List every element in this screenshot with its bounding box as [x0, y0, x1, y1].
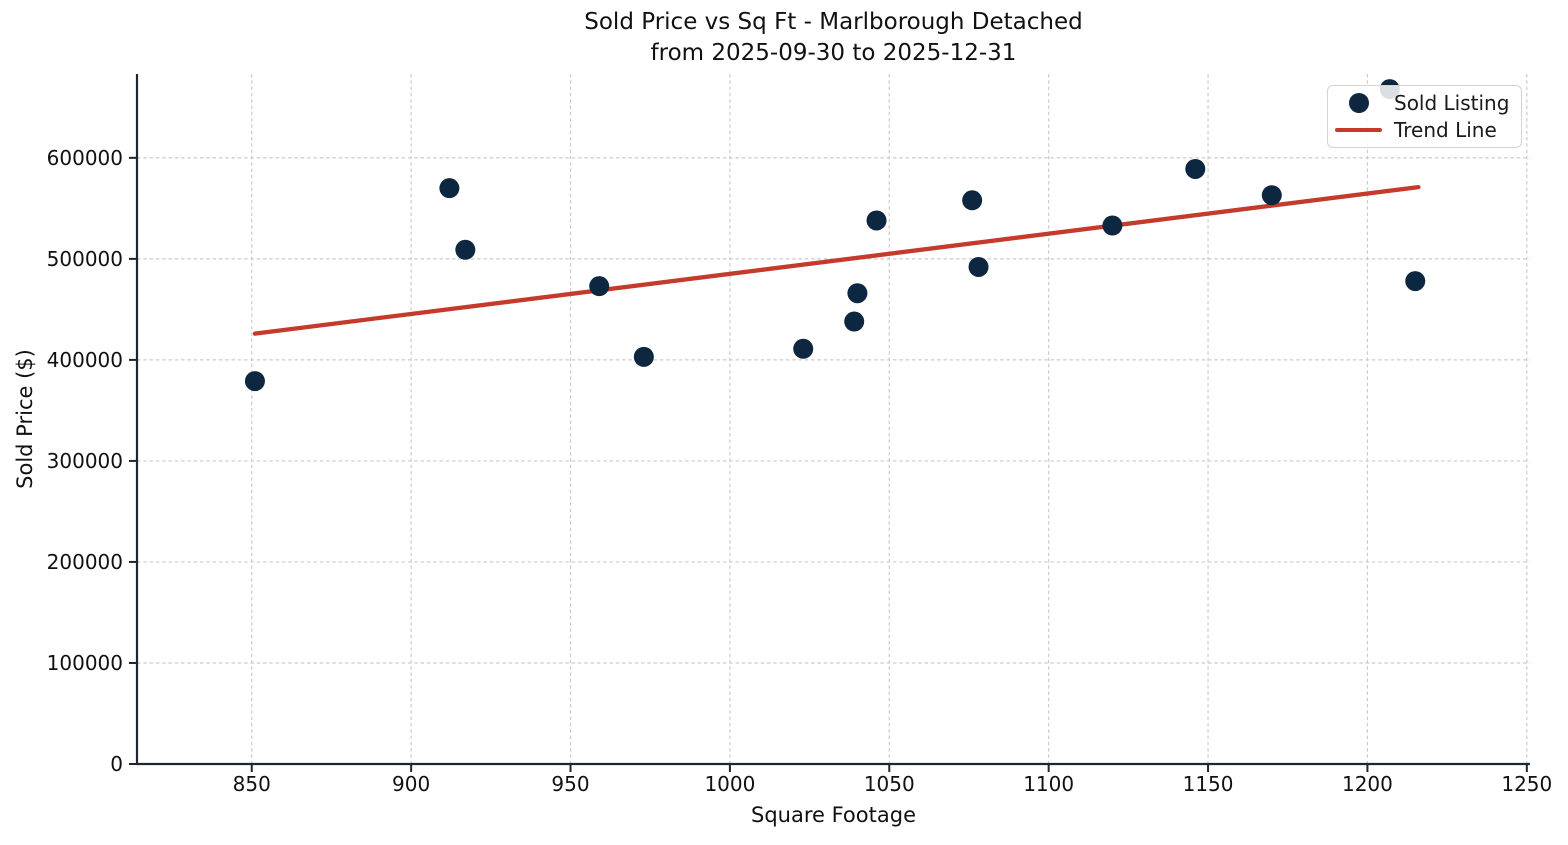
x-axis-title: Square Footage	[751, 803, 916, 827]
x-tick-label: 1000	[704, 772, 755, 796]
y-tick-label: 600000	[47, 146, 123, 170]
sold-listing-point	[962, 190, 983, 211]
legend-label-sold-listing: Sold Listing	[1394, 91, 1510, 116]
x-tick-label: 850	[233, 772, 271, 796]
legend-item-trend-line: Trend Line	[1328, 117, 1521, 144]
sold-listing-marker-icon	[1348, 93, 1369, 114]
legend-handle	[1335, 127, 1382, 132]
chart-title-line1: Sold Price vs Sq Ft - Marlborough Detach…	[584, 9, 1083, 35]
legend-item-sold-listing: Sold Listing	[1328, 90, 1521, 117]
sold-listing-point	[439, 178, 460, 199]
chart-title-line2: from 2025-09-30 to 2025-12-31	[650, 40, 1017, 66]
x-tick-label: 1100	[1023, 772, 1074, 796]
sold-listing-point	[793, 338, 814, 359]
y-tick-label: 400000	[47, 348, 123, 372]
sold-listing-point	[1405, 271, 1426, 292]
y-tick-label: 300000	[47, 449, 123, 473]
x-tick-label: 950	[551, 772, 589, 796]
sold-listing-point	[455, 239, 476, 260]
legend: Sold Listing Trend Line	[1327, 85, 1522, 148]
sold-listing-point	[244, 371, 265, 392]
x-tick-label: 900	[392, 772, 430, 796]
x-tick-label: 1250	[1501, 772, 1552, 796]
x-tick-label: 1050	[864, 772, 915, 796]
sold-listing-point	[968, 256, 989, 277]
x-tick-label: 1200	[1342, 772, 1393, 796]
sold-listing-point	[847, 283, 868, 304]
legend-handle	[1335, 93, 1382, 114]
chart-title: Sold Price vs Sq Ft - Marlborough Detach…	[137, 7, 1530, 69]
y-tick-label: 200000	[47, 550, 123, 574]
y-axis-title: Sold Price ($)	[13, 349, 37, 489]
y-tick-label: 0	[110, 752, 123, 776]
sold-listing-point	[866, 210, 887, 231]
sold-listing-point	[844, 311, 865, 332]
sold-listing-point	[1261, 185, 1282, 206]
trend-line	[252, 184, 1421, 336]
y-tick-label: 100000	[47, 651, 123, 675]
x-tick-label: 1150	[1183, 772, 1234, 796]
sold-listing-point	[589, 276, 610, 297]
y-tick-label: 500000	[47, 247, 123, 271]
sold-listing-point	[633, 346, 654, 367]
legend-label-trend-line: Trend Line	[1394, 117, 1497, 142]
sold-listing-point	[1102, 215, 1123, 236]
sold-listing-point	[1185, 158, 1206, 179]
trend-line-marker-icon	[1335, 127, 1382, 132]
